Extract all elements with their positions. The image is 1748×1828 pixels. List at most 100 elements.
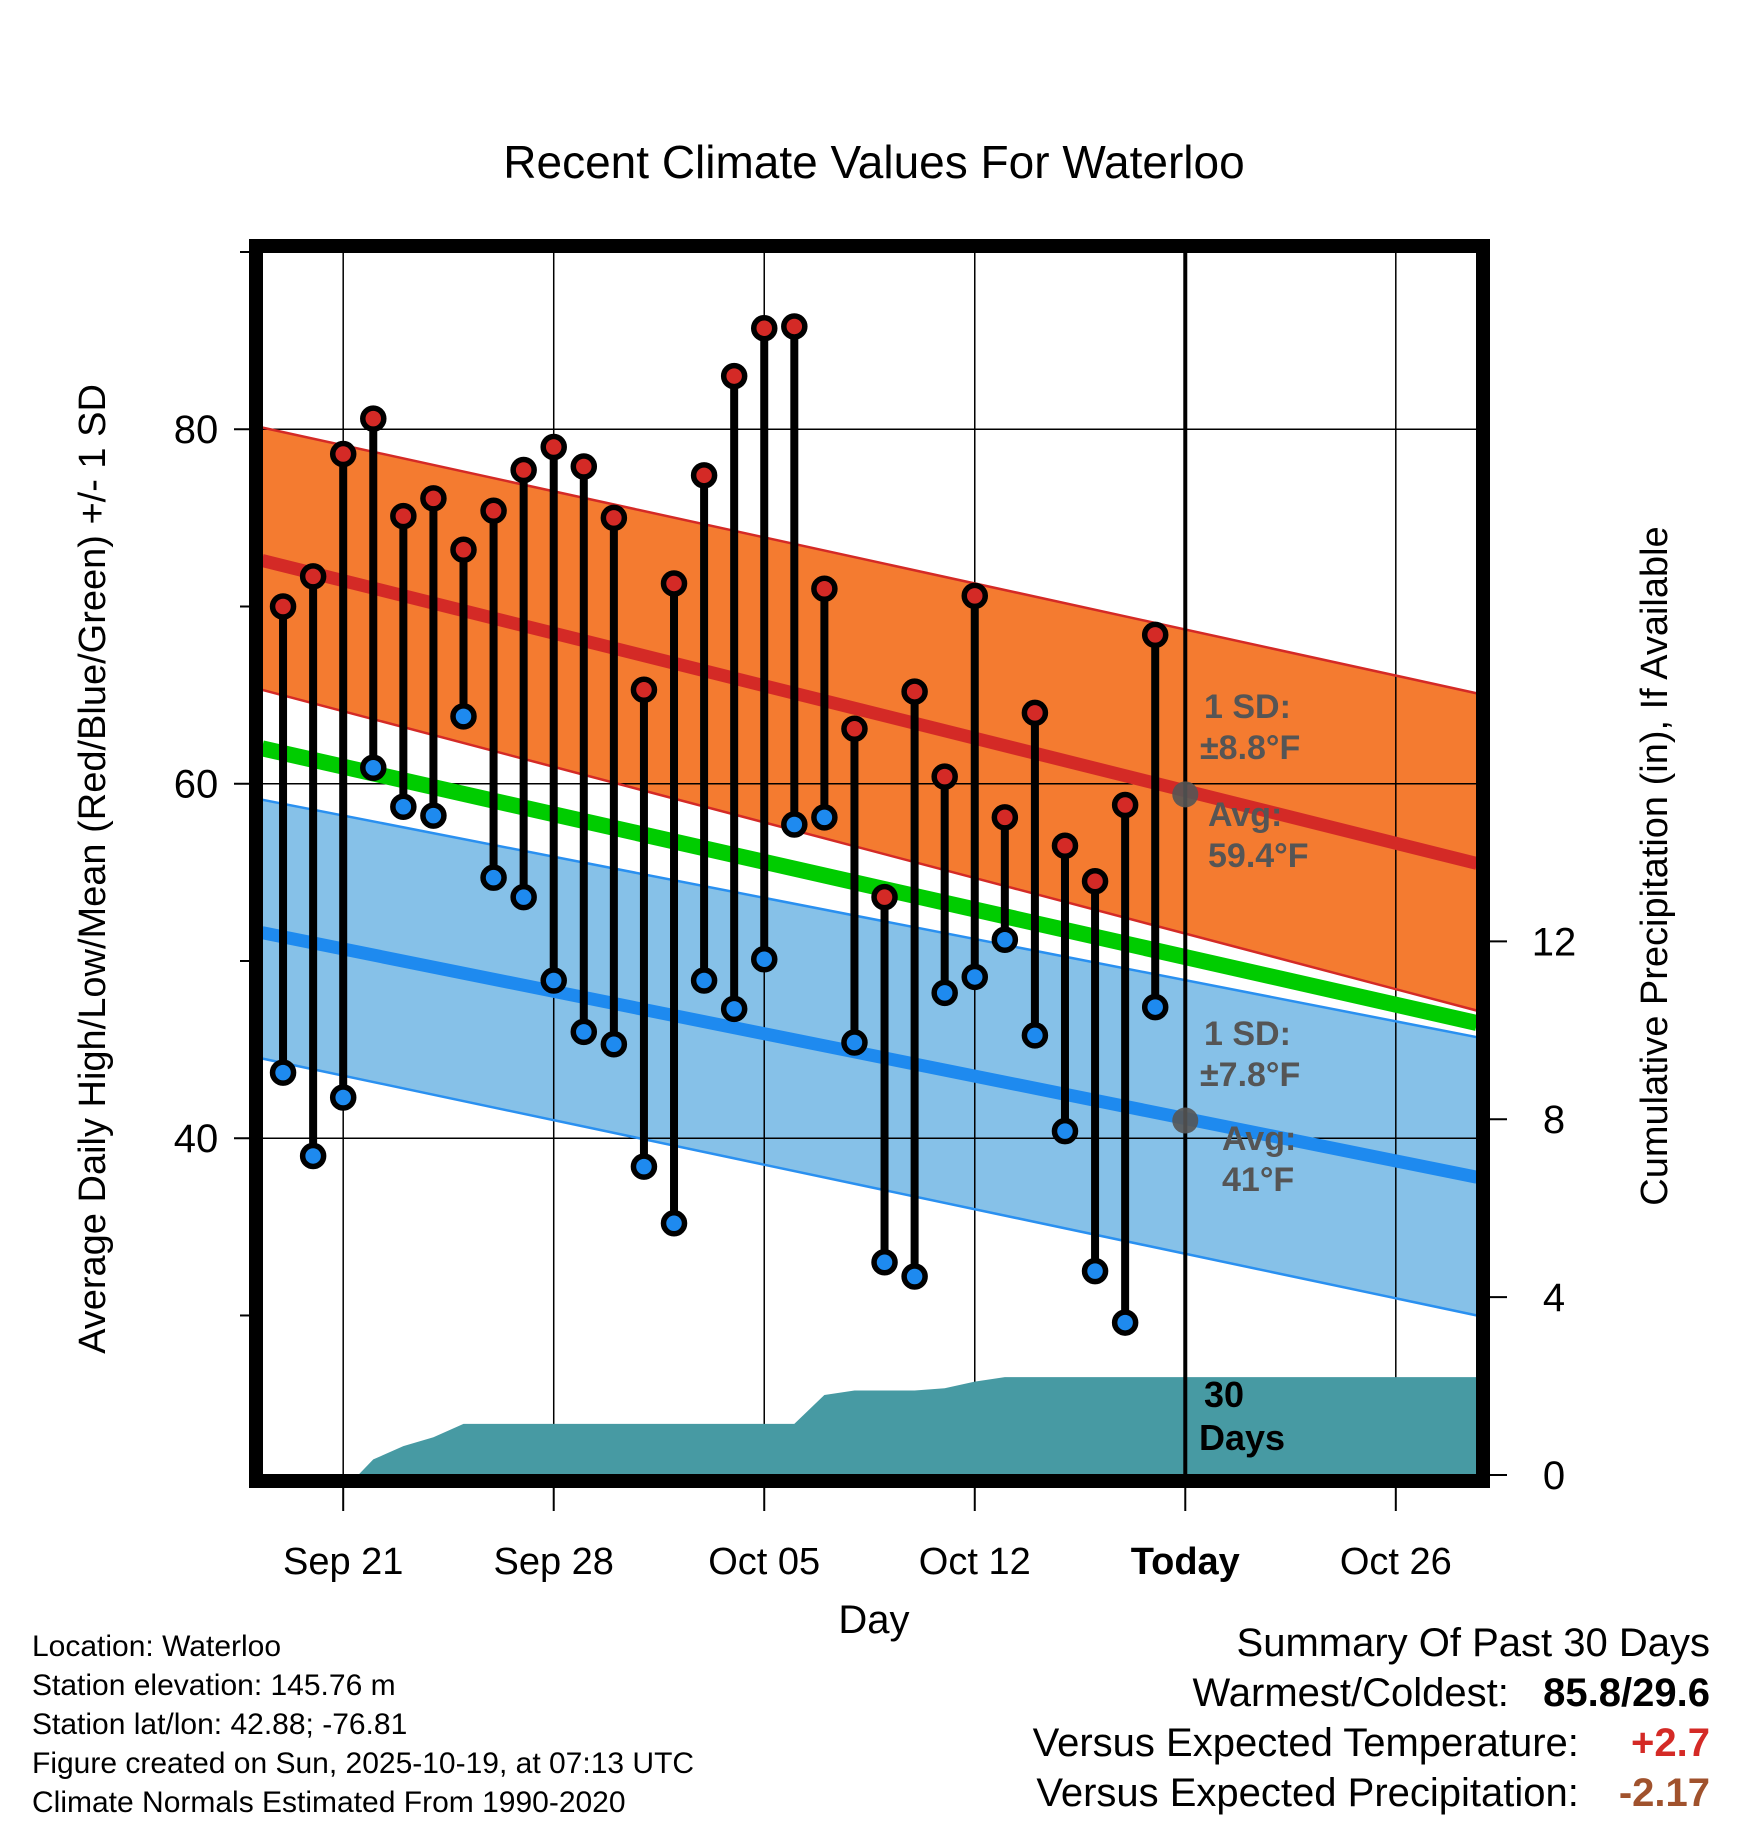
y-tick-label-left: 60 <box>174 763 219 807</box>
daily-low-point <box>390 793 417 821</box>
daily-low-point <box>1081 1257 1109 1285</box>
precip-area <box>358 1377 1478 1475</box>
daily-low-point <box>690 967 718 994</box>
low-normal-line <box>260 926 1479 1184</box>
daily-high-point <box>420 485 447 512</box>
daily-low-point <box>510 883 537 911</box>
y-tick-label-right: 12 <box>1532 920 1577 964</box>
daily-high-point <box>750 314 778 342</box>
station-info: Location: Waterloo Station elevation: 14… <box>32 1627 694 1822</box>
x-tick-label: Oct 05 <box>708 1541 820 1583</box>
daily-high-point <box>480 497 507 525</box>
today-low-avg-marker <box>1172 1107 1199 1134</box>
info-normals: Climate Normals Estimated From 1990-2020 <box>32 1786 626 1819</box>
daily-high-point <box>901 678 928 705</box>
daily-low-point <box>600 1031 628 1058</box>
daily-low-point <box>931 979 958 1007</box>
daily-high-point <box>841 715 868 743</box>
precip-value: -2.17 <box>1618 1771 1710 1815</box>
daily-high-point <box>1141 621 1169 649</box>
daily-low-point <box>480 864 507 891</box>
x-tick-label: Oct 26 <box>1340 1541 1452 1583</box>
daily-high-point <box>630 676 658 704</box>
daily-high-point <box>811 575 838 603</box>
y-tick-label-left: 40 <box>174 1117 219 1161</box>
daily-low-point <box>1021 1022 1049 1049</box>
low-upper-edge <box>261 798 1478 1039</box>
today-high-avg-marker <box>1172 781 1199 808</box>
daily-low-point <box>420 802 447 829</box>
daily-high-point <box>269 593 297 620</box>
temp-value: +2.7 <box>1631 1721 1710 1765</box>
daily-low-point <box>360 754 387 782</box>
daily-high-point <box>329 440 357 468</box>
daily-high-point <box>299 563 327 590</box>
daily-high-point <box>1081 867 1109 895</box>
x-tick-label: Oct 12 <box>919 1541 1031 1583</box>
daily-high-point <box>570 453 598 480</box>
period-count-label: 30 <box>1204 1374 1244 1415</box>
high-lower-edge <box>261 688 1478 1012</box>
warm-cold-label: Warmest/Coldest: <box>1192 1671 1509 1715</box>
daily-low-point <box>901 1263 928 1290</box>
daily-high-point <box>781 313 808 340</box>
daily-low-point <box>540 967 567 994</box>
daily-low-point <box>720 995 748 1023</box>
daily-low-point <box>329 1084 357 1111</box>
summary-precip: Versus Expected Precipitation: -2.17 <box>1033 1768 1710 1818</box>
temp-label: Versus Expected Temperature: <box>1032 1721 1579 1765</box>
daily-high-point <box>1111 791 1139 819</box>
low-avg-label: Avg: <box>1222 1120 1296 1158</box>
daily-high-point <box>871 883 898 911</box>
y-axis-label-right: Cumulative Precipitation (in), If Availa… <box>1634 526 1676 1205</box>
y-tick-label-left: 80 <box>174 408 219 452</box>
daily-high-point <box>1021 699 1049 727</box>
daily-low-point <box>1051 1117 1079 1145</box>
y-tick-label-right: 0 <box>1543 1454 1565 1498</box>
daily-high-point <box>1051 832 1079 860</box>
x-axis-label: Day <box>838 1598 909 1642</box>
low-sd-value: ±7.8°F <box>1200 1056 1300 1094</box>
info-elevation: Station elevation: 145.76 m <box>32 1669 396 1702</box>
daily-high-point <box>360 405 387 432</box>
daily-low-point <box>871 1249 898 1276</box>
high-upper-edge <box>261 426 1478 695</box>
low-avg-value: 41°F <box>1222 1161 1294 1199</box>
daily-high-point <box>390 502 417 530</box>
x-tick-label: Sep 21 <box>283 1541 403 1583</box>
period-days-label: Days <box>1199 1417 1285 1458</box>
daily-low-point <box>991 926 1019 953</box>
daily-low-point <box>269 1059 297 1086</box>
chart-title: Recent Climate Values For Waterloo <box>503 136 1244 188</box>
daily-high-point <box>540 433 567 461</box>
daily-low-point <box>630 1153 658 1180</box>
warm-cold-value: 85.8/29.6 <box>1543 1671 1710 1715</box>
daily-low-point <box>781 811 808 838</box>
daily-low-point <box>299 1142 327 1170</box>
high-sd-label: 1 SD: <box>1204 688 1291 726</box>
daily-low-point <box>450 703 477 730</box>
summary-heading: Summary Of Past 30 Days <box>1236 1621 1710 1665</box>
daily-high-point <box>690 462 718 489</box>
y-axis-label-left: Average Daily High/Low/Mean (Red/Blue/Gr… <box>72 384 114 1354</box>
daily-low-point <box>1141 993 1169 1021</box>
high-sd-value: ±8.8°F <box>1200 729 1300 767</box>
info-latlon: Station lat/lon: 42.88; -76.81 <box>32 1708 408 1741</box>
daily-high-point <box>510 456 537 484</box>
plot-frame <box>249 239 1490 1488</box>
summary-panel: Summary Of Past 30 Days Warmest/Coldest:… <box>1033 1618 1710 1818</box>
summary-warm-cold: Warmest/Coldest: 85.8/29.6 <box>1033 1668 1711 1718</box>
daily-low-point <box>841 1029 868 1056</box>
x-tick-label: Today <box>1131 1541 1240 1583</box>
daily-low-point <box>961 963 989 991</box>
high-avg-value: 59.4°F <box>1208 837 1309 875</box>
daily-high-point <box>450 536 477 564</box>
y-tick-label-right: 4 <box>1543 1276 1565 1320</box>
mean-normal-line <box>260 740 1479 1031</box>
info-location: Location: Waterloo <box>32 1630 282 1663</box>
low-sd-label: 1 SD: <box>1204 1015 1291 1053</box>
daily-low-point <box>570 1018 598 1046</box>
daily-low-point <box>750 945 778 973</box>
daily-low-point <box>1111 1309 1139 1336</box>
